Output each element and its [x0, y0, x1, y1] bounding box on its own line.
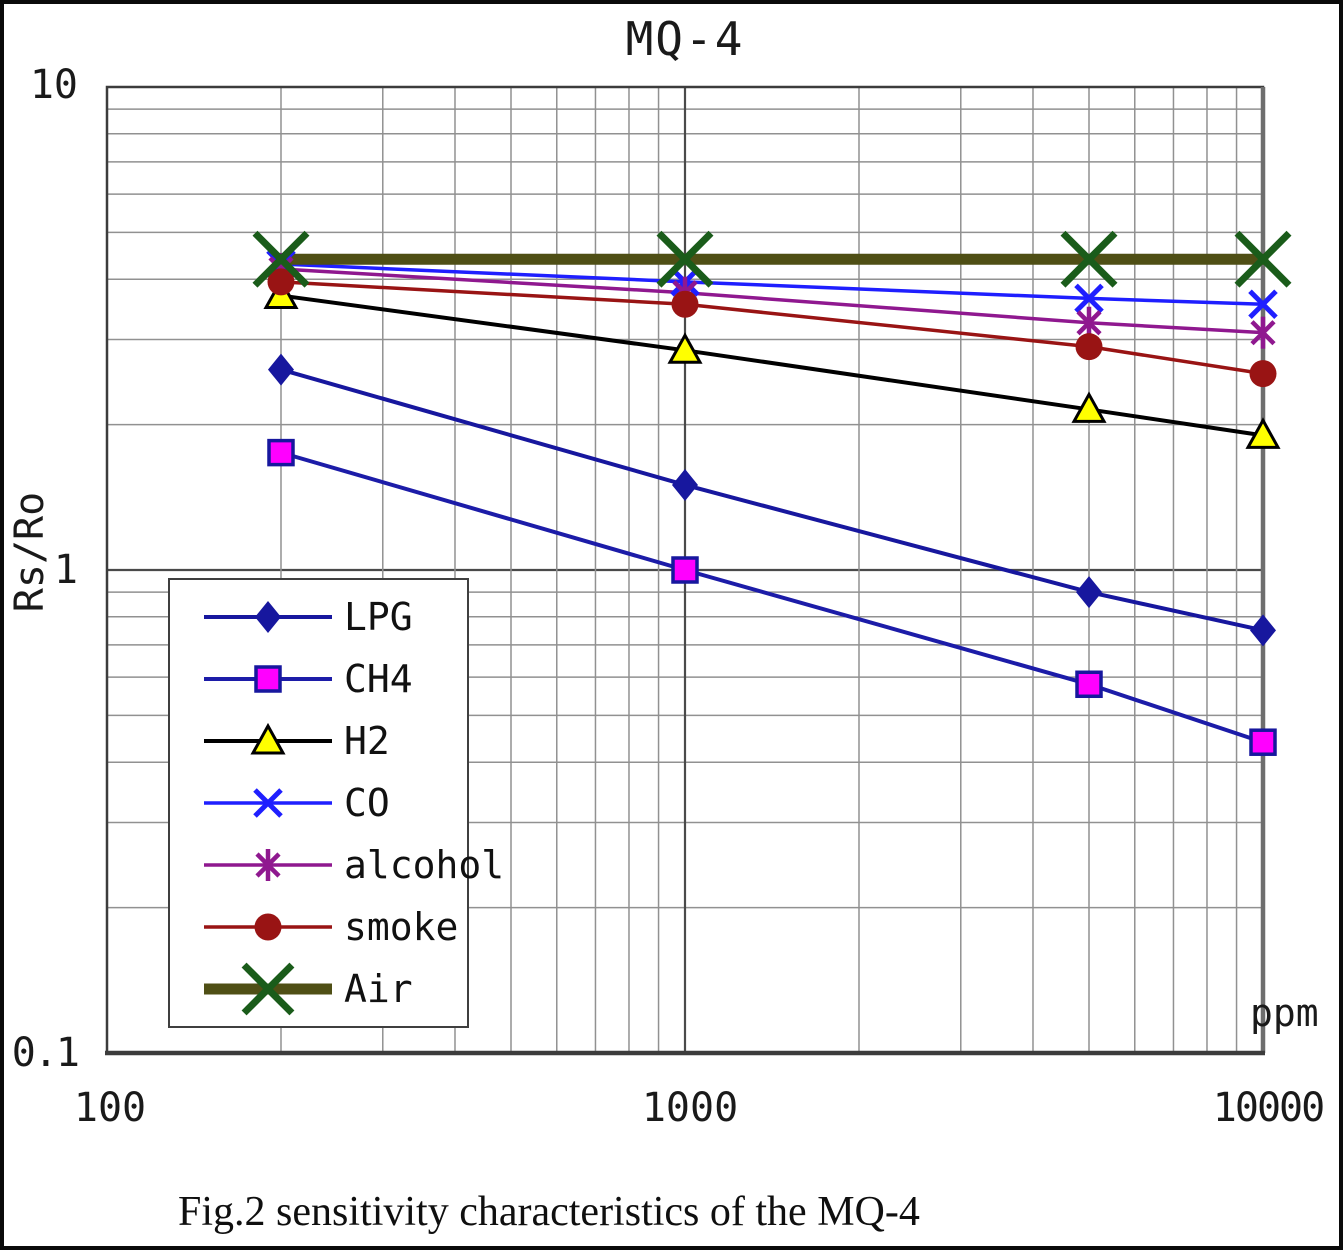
x-axis-unit-label: ppm [1250, 991, 1319, 1035]
marker [1250, 614, 1276, 647]
series-line-H2 [278, 293, 1265, 438]
marker [667, 332, 703, 364]
legend-item-alcohol: alcohol [170, 834, 504, 896]
marker [1075, 333, 1103, 361]
legend-item-ch4: CH4 [170, 648, 467, 710]
chart-title: MQ-4 [625, 12, 745, 66]
x-tick-100: 100 [73, 1085, 147, 1131]
marker [255, 601, 281, 633]
x-tick-10000: 10000 [1212, 1085, 1325, 1131]
y-tick-0.1: 0.1 [11, 1030, 80, 1076]
marker [267, 438, 295, 467]
legend-item-smoke: smoke [170, 896, 467, 958]
series-line-alcohol [279, 267, 1265, 335]
marker [267, 353, 294, 386]
legend-item-label: LPG [344, 595, 413, 639]
y-tick-1: 1 [53, 547, 78, 593]
marker [1076, 576, 1103, 609]
marker [1249, 360, 1277, 388]
legend-item-label: CH4 [344, 657, 413, 701]
legend-item-label: CO [344, 781, 390, 825]
legend-item-label: Air [344, 967, 413, 1011]
series-line-CH4 [278, 450, 1265, 745]
marker [267, 268, 295, 296]
legend-item-label: alcohol [344, 843, 505, 887]
legend-item-label: H2 [344, 719, 390, 763]
legend-item-label: smoke [344, 905, 459, 949]
series-line-CO [279, 262, 1265, 306]
marker [254, 913, 282, 941]
legend: LPG CH4 H2 CO alcohol smoke Air [168, 578, 504, 1028]
legend-item-lpg: LPG [170, 586, 467, 648]
marker [1249, 728, 1277, 756]
marker [254, 665, 282, 693]
marker [250, 722, 286, 755]
marker [671, 556, 699, 584]
legend-item-co: CO [170, 772, 467, 834]
legend-item-air: Air [170, 958, 467, 1020]
x-tick-1000: 1000 [641, 1085, 739, 1131]
figure-caption: Fig.2 sensitivity characteristics of the… [178, 1189, 920, 1235]
y-axis-label: Rs/Ro [7, 491, 53, 613]
series-line-LPG [278, 367, 1265, 633]
legend-item-h2: H2 [170, 710, 467, 772]
marker [671, 290, 699, 318]
marker [1245, 417, 1281, 449]
y-tick-10: 10 [29, 62, 78, 108]
marker [1071, 391, 1107, 423]
marker [1075, 670, 1103, 699]
series-line-smoke [279, 280, 1265, 376]
marker [672, 468, 698, 501]
